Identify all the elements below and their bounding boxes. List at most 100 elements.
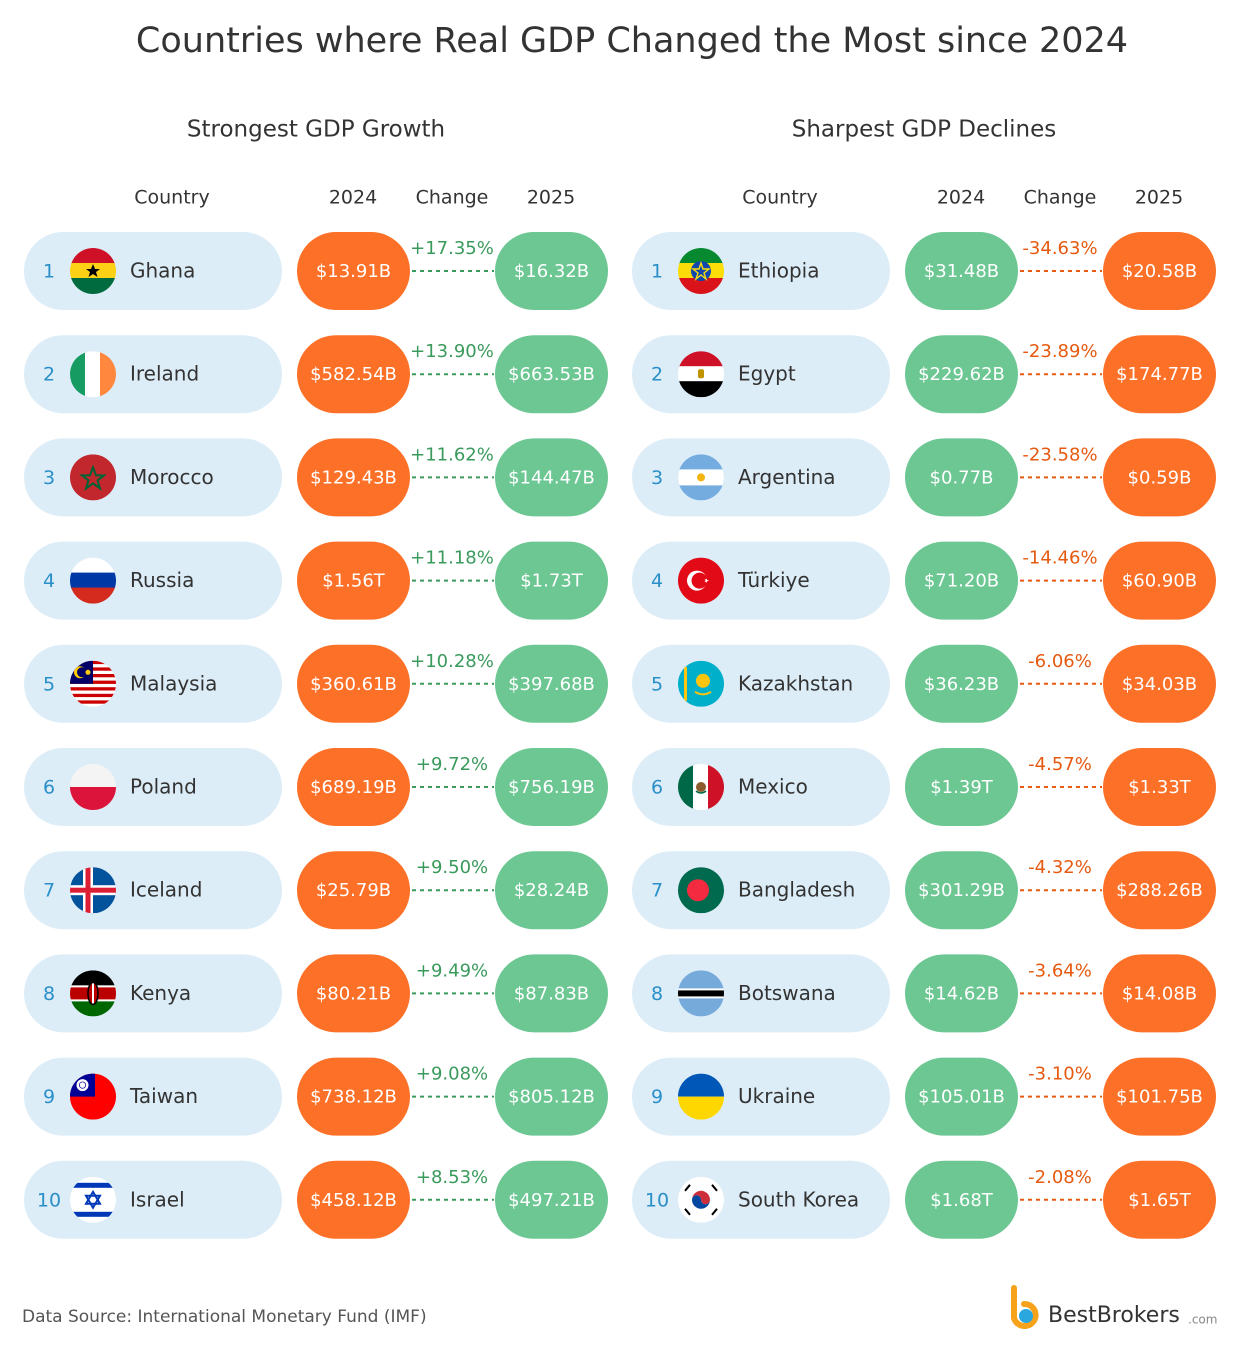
change: +11.18% <box>410 548 494 569</box>
gdp-2025: $0.59B <box>1128 467 1192 488</box>
change: +10.28% <box>410 651 494 672</box>
gdp-2024-pill <box>905 748 1018 826</box>
gdp-2025: $101.75B <box>1116 1087 1203 1108</box>
gdp-2025-pill <box>495 954 608 1033</box>
gdp-2025-pill <box>495 438 608 517</box>
rank: 1 <box>651 261 663 283</box>
row: 2 Ireland +13.90% $582.54B $663.53B <box>24 335 608 414</box>
column-header: Country <box>134 187 209 209</box>
panel: Sharpest GDP Declines Country 2024 Change 20… <box>632 117 1216 1239</box>
country-name: Poland <box>130 775 197 799</box>
gdp-2025: $756.19B <box>508 777 595 798</box>
gdp-2024: $582.54B <box>310 364 397 385</box>
gdp-2025-pill <box>495 644 608 723</box>
flag <box>70 661 116 707</box>
row: 1 Ghana +17.35% $13.91B $16.32B <box>24 232 608 310</box>
gdp-2024-pill <box>297 1160 410 1239</box>
gdp-2025-pill <box>495 335 608 414</box>
rank: 5 <box>651 673 663 695</box>
rank: 4 <box>651 570 663 592</box>
row: 5 Kazakhstan -6.06% $36.23B $34.03B <box>632 644 1216 723</box>
gdp-2025-pill <box>1103 851 1216 930</box>
gdp-2025: $288.26B <box>1116 880 1203 901</box>
country-name: Kazakhstan <box>738 671 853 695</box>
gdp-2025: $805.12B <box>508 1087 595 1108</box>
gdp-2025-pill <box>1103 335 1216 414</box>
gdp-2024: $14.62B <box>924 983 999 1004</box>
flag <box>678 558 724 604</box>
gdp-2024-pill <box>905 541 1018 620</box>
change: +9.49% <box>416 960 488 981</box>
gdp-2024: $25.79B <box>316 880 391 901</box>
change: +13.90% <box>410 341 494 362</box>
gdp-2024-pill <box>905 1057 1018 1136</box>
row: 8 Botswana -3.64% $14.62B $14.08B <box>632 954 1216 1033</box>
country-name: Ukraine <box>738 1084 815 1108</box>
country-name: Egypt <box>738 362 796 386</box>
gdp-2025-pill <box>495 541 608 620</box>
change: +17.35% <box>410 238 494 259</box>
flag <box>70 867 116 913</box>
row: 4 Russia +11.18% $1.56T $1.73T <box>24 541 608 620</box>
row: 9 Ukraine -3.10% $105.01B $101.75B <box>632 1057 1216 1136</box>
rank: 8 <box>43 983 55 1005</box>
gdp-2024-pill <box>905 644 1018 723</box>
row: 7 Bangladesh -4.32% $301.29B $288.26B <box>632 851 1216 930</box>
gdp-2024: $36.23B <box>924 674 999 695</box>
gdp-2025: $1.33T <box>1128 777 1192 798</box>
rank: 7 <box>651 880 663 902</box>
flag <box>70 970 116 1016</box>
change: -4.57% <box>1028 754 1092 775</box>
gdp-2025-pill <box>495 232 608 310</box>
flag <box>70 454 116 500</box>
country-name: Kenya <box>130 981 191 1005</box>
row: 10 South Korea -2.08% $1.68T $1.65T <box>632 1160 1216 1239</box>
gdp-2025-pill <box>495 1160 608 1239</box>
flag <box>678 1074 724 1120</box>
flag <box>678 764 724 810</box>
gdp-2024: $129.43B <box>310 467 397 488</box>
change: -3.10% <box>1028 1064 1092 1085</box>
row: 3 Morocco +11.62% $129.43B $144.47B <box>24 438 608 517</box>
rank: 10 <box>37 1189 61 1211</box>
row: 3 Argentina -23.58% $0.77B $0.59B <box>632 438 1216 517</box>
row: 10 Israel +8.53% $458.12B $497.21B <box>24 1160 608 1239</box>
rank: 9 <box>651 1086 663 1108</box>
country-name: Morocco <box>130 465 214 489</box>
rank: 5 <box>43 673 55 695</box>
gdp-2025: $174.77B <box>1116 364 1203 385</box>
rank: 9 <box>43 1086 55 1108</box>
country-name: Iceland <box>130 878 202 902</box>
logo: BestBrokers .com <box>1011 1285 1217 1329</box>
gdp-2024: $1.68T <box>930 1190 994 1211</box>
title: Countries where Real GDP Changed the Mos… <box>136 21 1128 61</box>
gdp-2024-pill <box>905 232 1018 310</box>
gdp-2025: $397.68B <box>508 674 595 695</box>
flag <box>70 1177 116 1223</box>
column-header: Change <box>1024 187 1097 209</box>
gdp-2024-pill <box>297 232 410 310</box>
logo-icon <box>1011 1285 1039 1329</box>
rank: 10 <box>645 1189 669 1211</box>
gdp-2025-pill <box>495 1057 608 1136</box>
gdp-2024-pill <box>297 851 410 930</box>
row: 7 Iceland +9.50% $25.79B $28.24B <box>24 851 608 930</box>
gdp-2024-pill <box>297 335 410 414</box>
country-name: Russia <box>130 568 194 592</box>
gdp-2025-pill <box>1103 748 1216 826</box>
gdp-2024: $1.56T <box>322 571 386 592</box>
flag <box>678 1177 724 1223</box>
flag <box>70 764 116 810</box>
row: 6 Mexico -4.57% $1.39T $1.33T <box>632 748 1216 826</box>
gdp-2025-pill <box>495 748 608 826</box>
column-header: Country <box>742 187 817 209</box>
gdp-2025-pill <box>495 851 608 930</box>
gdp-2025: $663.53B <box>508 364 595 385</box>
rank: 1 <box>43 261 55 283</box>
gdp-2025-pill <box>1103 644 1216 723</box>
country-name: South Korea <box>738 1187 859 1211</box>
logo-icon <box>1019 1309 1033 1323</box>
gdp-2024: $229.62B <box>918 364 1005 385</box>
rank: 8 <box>651 983 663 1005</box>
gdp-2024: $13.91B <box>316 261 391 282</box>
